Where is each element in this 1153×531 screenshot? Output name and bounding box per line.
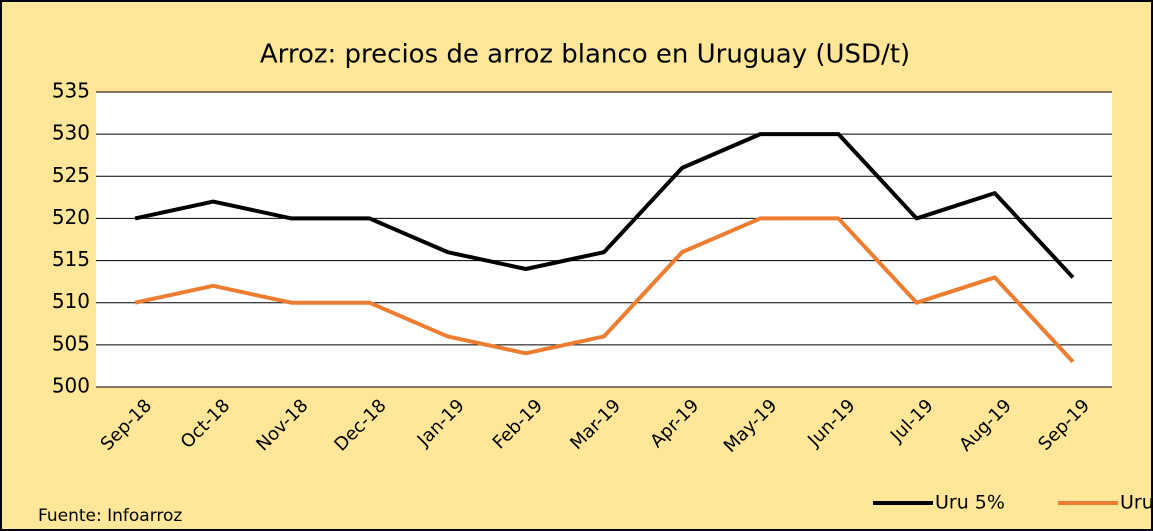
- chart-title: Arroz: precios de arroz blanco en Urugua…: [260, 40, 910, 70]
- y-tick-label: 510: [52, 289, 90, 313]
- legend-label: Uru 10%: [1120, 492, 1153, 514]
- y-tick-label: 530: [52, 121, 90, 145]
- y-tick-label: 535: [52, 79, 90, 103]
- plot-area: [96, 92, 1112, 387]
- line-series: [134, 216, 1075, 364]
- y-tick-label: 525: [52, 163, 90, 187]
- y-tick-label: 505: [52, 331, 90, 355]
- y-tick-label: 515: [52, 247, 90, 271]
- legend-label: Uru 5%: [935, 492, 1005, 514]
- y-tick-label: 520: [52, 205, 90, 229]
- source: Fuente: Infoarroz: [38, 506, 182, 526]
- y-tick-label: 500: [52, 374, 90, 398]
- line-series: [134, 132, 1075, 279]
